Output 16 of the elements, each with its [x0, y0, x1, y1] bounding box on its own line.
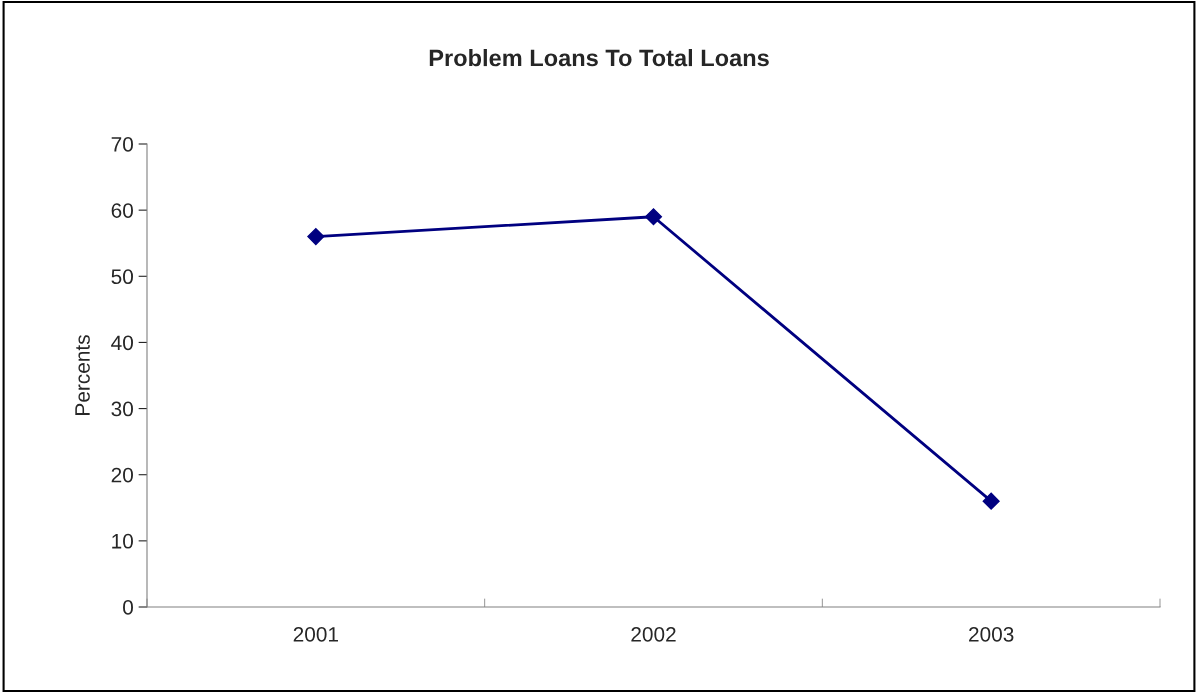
y-tick-label: 70: [111, 137, 133, 152]
point: [982, 492, 1000, 510]
y-tick-label: 60: [111, 203, 133, 218]
point: [307, 228, 325, 246]
y-tick-label: 40: [111, 335, 133, 351]
point: [644, 208, 663, 226]
x-tick-label: 2001: [293, 626, 338, 642]
y-tick-label: 0: [123, 600, 133, 615]
chart-title: Problem Loans To Total Loans: [429, 49, 769, 67]
y-tick-label: 50: [111, 269, 133, 285]
y-tick-label: 20: [111, 467, 133, 483]
x-tick-label: 2002: [631, 626, 676, 642]
y-tick-label: 30: [111, 401, 133, 417]
x-tick-label: 2003: [969, 626, 1014, 642]
y-axis-title: Percents: [75, 335, 90, 415]
y-tick-label: 10: [112, 533, 133, 549]
